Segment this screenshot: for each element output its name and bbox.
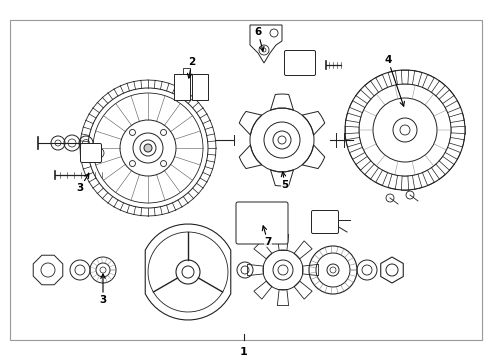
- Bar: [174, 74, 190, 100]
- Circle shape: [144, 144, 152, 152]
- Text: 4: 4: [384, 55, 404, 106]
- Text: 3: 3: [99, 274, 107, 305]
- Text: 3: 3: [76, 174, 89, 193]
- Text: 1: 1: [240, 347, 248, 357]
- Text: 7: 7: [262, 226, 271, 247]
- FancyBboxPatch shape: [236, 202, 288, 244]
- FancyBboxPatch shape: [80, 144, 101, 162]
- FancyBboxPatch shape: [285, 50, 316, 76]
- Bar: [192, 74, 208, 100]
- Text: 6: 6: [254, 27, 264, 51]
- Text: 2: 2: [188, 57, 196, 78]
- FancyBboxPatch shape: [312, 211, 339, 234]
- Text: 5: 5: [281, 172, 289, 190]
- Bar: [10, 20, 482, 340]
